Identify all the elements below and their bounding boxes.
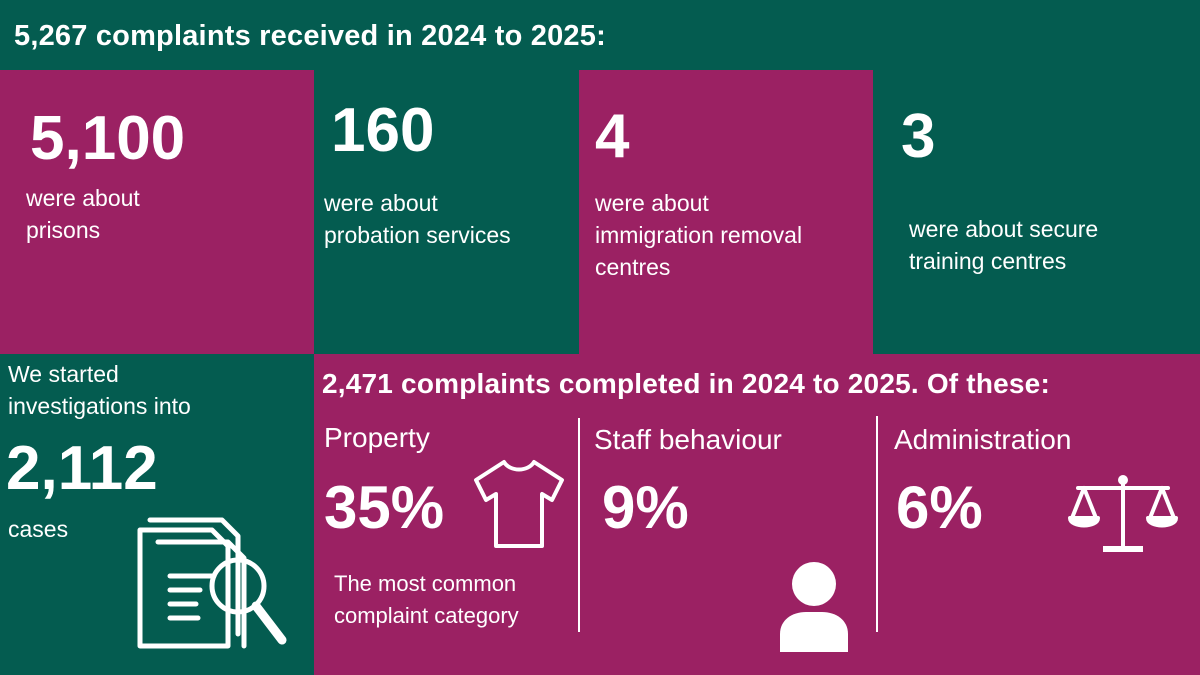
secure-training-panel: 3 were about secure training centres — [873, 70, 1200, 354]
divider-1 — [578, 418, 580, 632]
category-property-label: Property — [324, 422, 430, 453]
probation-label-line2: probation services — [324, 222, 511, 248]
page-title: 5,267 complaints received in 2024 to 202… — [14, 20, 606, 52]
investigations-intro-line2: investigations into — [8, 393, 191, 419]
prisons-count: 5,100 — [30, 104, 186, 173]
completed-panel: 2,471 complaints completed in 2024 to 20… — [314, 354, 1200, 675]
immigration-label-line1: were about — [595, 190, 709, 216]
investigations-suffix: cases — [8, 516, 69, 542]
immigration-count: 4 — [595, 102, 630, 171]
document-search-icon — [136, 516, 292, 652]
probation-count: 160 — [331, 96, 435, 165]
property-note-line1: The most common — [334, 571, 517, 596]
category-property-percent: 35% — [324, 474, 445, 541]
probation-label-line1: were about — [324, 190, 438, 216]
investigations-panel: We started investigations into 2,112 cas… — [0, 354, 314, 675]
person-icon — [776, 560, 852, 654]
immigration-label-line3: centres — [595, 254, 671, 280]
scales-icon — [1068, 474, 1178, 556]
divider-2 — [876, 416, 878, 632]
property-note-line2: complaint category — [334, 603, 519, 628]
immigration-panel: 4 were about immigration removal centres — [579, 70, 873, 354]
immigration-label-line2: immigration removal — [595, 222, 803, 248]
prisons-panel: 5,100 were about prisons — [0, 70, 314, 354]
category-staff-percent: 9% — [602, 474, 689, 541]
probation-panel: 160 were about probation services — [314, 70, 579, 354]
investigations-count: 2,112 — [6, 434, 158, 503]
prisons-label-line1: were about — [26, 185, 140, 211]
secure-training-count: 3 — [901, 102, 936, 171]
prisons-label-line2: prisons — [26, 217, 101, 243]
category-administration-label: Administration — [894, 424, 1072, 455]
tshirt-icon — [472, 458, 566, 550]
category-staff-label: Staff behaviour — [594, 424, 782, 455]
secure-training-label-line1: were about secure — [909, 216, 1099, 242]
category-administration-percent: 6% — [896, 474, 983, 541]
secure-training-label-line2: training centres — [909, 248, 1067, 274]
completed-title: 2,471 complaints completed in 2024 to 20… — [322, 368, 1050, 399]
investigations-intro-line1: We started — [8, 361, 119, 387]
